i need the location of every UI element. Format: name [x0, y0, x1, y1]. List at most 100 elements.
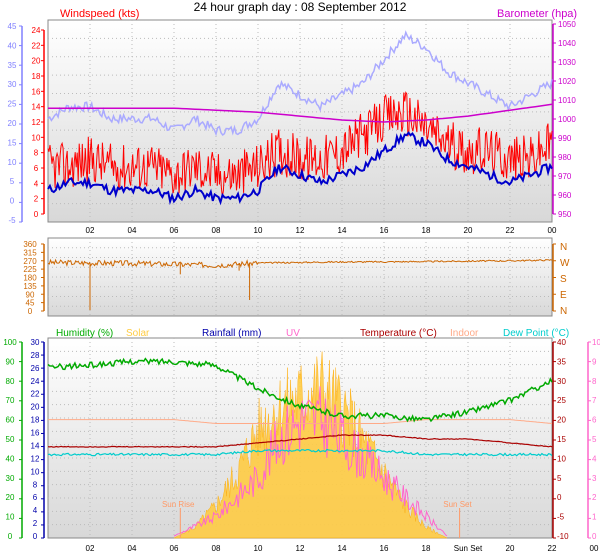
dir-right-label: W: [560, 258, 570, 269]
dir-right-label: S: [560, 274, 567, 285]
wind-outer-axis-tick-label: 15: [8, 138, 17, 147]
climate-panel-x-tick-label: 22: [548, 544, 557, 553]
climate-panel-x-tick-label: 04: [128, 544, 137, 553]
uv-axis-tick-label: 3: [592, 474, 597, 483]
wind-inner-axis-tick-label: 18: [32, 72, 41, 81]
temp-axis-tick-label: -10: [557, 532, 569, 541]
baro-axis-tick-label: 990: [558, 134, 572, 143]
rain-axis-tick-label: 10: [31, 467, 40, 476]
humidity-axis-tick-label: 10: [6, 513, 15, 522]
wind-outer-axis-tick-label: 0: [10, 197, 15, 206]
uv-axis-tick-label: 7: [592, 396, 597, 405]
uv-axis-tick-label: 8: [592, 377, 597, 386]
rain-axis-tick-label: 18: [31, 416, 40, 425]
dir-left-axis-tick-label: 45: [26, 299, 35, 308]
wind-outer-axis-tick-label: 5: [10, 177, 15, 186]
wind-average-series: [47, 131, 553, 206]
wind-inner-axis-tick-label: 24: [32, 26, 41, 35]
temp-axis-tick-label: 20: [557, 416, 566, 425]
rain-axis-tick-label: 24: [31, 377, 40, 386]
wind-light-series: [47, 30, 553, 137]
wind-panel-x-tick-label: 20: [464, 226, 473, 235]
uv-axis-tick-label: 2: [592, 493, 597, 502]
rain-axis-tick-label: 0: [33, 532, 38, 541]
baro-axis-tick-label: 1040: [558, 39, 576, 48]
legend-entry: Temperature (°C): [360, 328, 437, 339]
wind-outer-axis-tick-label: 25: [8, 100, 17, 109]
climate-panel-x-tick-label: 08: [212, 544, 221, 553]
barometer-series: [48, 103, 553, 123]
uv-axis-tick-label: 6: [592, 416, 597, 425]
rain-axis-tick-label: 30: [31, 338, 40, 347]
baro-axis-tick-label: 1000: [558, 115, 576, 124]
dew-point-series: [47, 448, 553, 457]
uv-axis-tick-label: 4: [592, 454, 597, 463]
temp-axis-tick-label: 35: [557, 357, 566, 366]
rain-axis-tick-label: 16: [31, 429, 40, 438]
humidity-axis-tick-label: 30: [6, 474, 15, 483]
wind-inner-axis-tick-label: 16: [32, 87, 41, 96]
rain-axis-tick-label: 8: [33, 480, 38, 489]
humidity-series: [47, 357, 553, 423]
uv-axis-tick-label: 1: [592, 513, 597, 522]
dir-left-axis-tick-label: 315: [23, 248, 37, 257]
climate-panel-x-tick-label: 14: [338, 544, 347, 553]
temp-axis-tick-label: -5: [557, 513, 565, 522]
baro-axis-tick-label: 950: [558, 210, 572, 219]
wind-inner-axis-tick-label: 4: [34, 179, 39, 188]
wind-panel-x-tick-label: 00: [548, 226, 557, 235]
climate-panel-x-tick-label: 20: [506, 544, 515, 553]
rain-axis-tick-label: 12: [31, 454, 40, 463]
solar-series: [173, 351, 448, 539]
temp-axis-tick-label: 25: [557, 396, 566, 405]
wind-inner-axis-tick-label: 10: [32, 133, 41, 142]
dir-left-axis-tick-label: 180: [23, 274, 37, 283]
wind-outer-axis-tick-label: -5: [8, 216, 16, 225]
wind-outer-axis-tick-label: 30: [8, 80, 17, 89]
rain-axis-tick-label: 4: [33, 506, 38, 515]
humidity-axis-tick-label: 90: [6, 357, 15, 366]
legend-entry: Indoor: [450, 328, 479, 339]
wind-panel-x-tick-label: 02: [86, 226, 95, 235]
temp-axis-tick-label: 0: [557, 493, 562, 502]
humidity-axis-tick-label: 70: [6, 396, 15, 405]
rain-axis-tick-label: 2: [33, 519, 38, 528]
wind-outer-axis-tick-label: 40: [8, 41, 17, 50]
wind-panel-x-tick-label: 04: [128, 226, 137, 235]
wind-inner-axis-tick-label: 8: [34, 149, 39, 158]
climate-panel-x-tick-label: 02: [86, 544, 95, 553]
dir-left-axis-tick-label: 225: [23, 265, 37, 274]
wind-panel-x-tick-label: 18: [422, 226, 431, 235]
rain-axis-tick-label: 6: [33, 493, 38, 502]
uv-axis-tick-label: 0: [592, 532, 597, 541]
legend-entry: UV: [286, 328, 300, 339]
humidity-axis-tick-label: 20: [6, 493, 15, 502]
baro-axis-tick-label: 1030: [558, 58, 576, 67]
wind-panel-x-tick-label: 08: [212, 226, 221, 235]
legend-entry: Solar: [126, 328, 150, 339]
climate-panel-x-tick-label: 16: [380, 544, 389, 553]
wind-outer-axis-tick-label: 20: [8, 119, 17, 128]
legend-entry: Humidity (%): [56, 328, 113, 339]
temp-axis-tick-label: 40: [557, 338, 566, 347]
baro-axis-tick-label: 960: [558, 191, 572, 200]
wind-outer-axis-tick-label: 10: [8, 158, 17, 167]
wind-direction-series: [47, 258, 553, 269]
temperature-series: [47, 434, 553, 448]
wind-panel-title: Windspeed (kts): [60, 8, 139, 20]
dir-left-axis-tick-label: 90: [26, 290, 35, 299]
temp-axis-tick-label: 5: [557, 474, 562, 483]
wind-inner-axis-tick-label: 12: [32, 118, 41, 127]
uv-axis-tick-label: 10: [592, 338, 600, 347]
uv-series: [173, 386, 448, 537]
wind-inner-axis-tick-label: 2: [34, 195, 39, 204]
dir-right-label: N: [560, 306, 567, 317]
wind-inner-axis-tick-label: 20: [32, 57, 41, 66]
climate-panel-x-tick-label: 18: [422, 544, 431, 553]
uv-axis-tick-label: 9: [592, 357, 597, 366]
dir-left-axis-tick-label: 270: [23, 257, 37, 266]
rain-axis-tick-label: 22: [31, 390, 40, 399]
dir-left-axis-tick-label: 0: [28, 307, 33, 316]
wind-inner-axis-tick-label: 22: [32, 41, 41, 50]
